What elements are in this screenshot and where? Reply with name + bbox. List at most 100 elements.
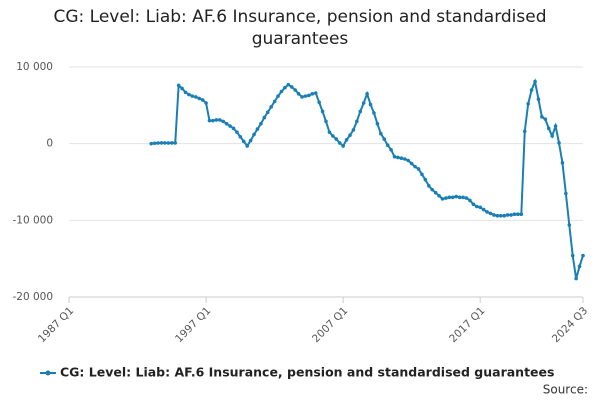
point bbox=[427, 184, 431, 188]
point bbox=[320, 109, 325, 114]
point bbox=[279, 89, 284, 94]
point bbox=[495, 213, 500, 218]
point bbox=[238, 134, 243, 139]
point bbox=[176, 83, 181, 88]
point bbox=[152, 141, 157, 146]
point bbox=[396, 155, 400, 160]
point bbox=[478, 205, 483, 210]
point bbox=[187, 92, 191, 97]
point bbox=[389, 148, 393, 152]
point bbox=[190, 94, 195, 98]
point bbox=[200, 98, 205, 102]
point bbox=[454, 194, 459, 199]
point bbox=[471, 202, 476, 207]
y-tick-label: -20 000 bbox=[12, 291, 53, 303]
point bbox=[570, 253, 575, 258]
point bbox=[228, 124, 232, 128]
point bbox=[272, 99, 277, 104]
point bbox=[474, 204, 479, 209]
point bbox=[303, 94, 308, 98]
point bbox=[385, 143, 390, 147]
point bbox=[327, 130, 332, 134]
point bbox=[204, 101, 208, 105]
point bbox=[361, 101, 366, 105]
point bbox=[313, 91, 318, 95]
chart-title: CG: Level: Liab: AF.6 Insurance, pension… bbox=[53, 7, 547, 49]
point bbox=[553, 124, 558, 128]
point bbox=[334, 137, 339, 141]
point bbox=[331, 134, 335, 138]
x-tick-label: 2017 Q1 bbox=[447, 305, 487, 345]
point bbox=[296, 92, 301, 96]
point bbox=[156, 141, 160, 145]
point bbox=[197, 96, 202, 101]
point bbox=[550, 134, 554, 138]
point bbox=[416, 167, 421, 171]
point bbox=[502, 213, 506, 218]
point bbox=[560, 161, 565, 165]
point bbox=[413, 164, 417, 169]
point bbox=[464, 196, 469, 200]
point bbox=[265, 110, 270, 115]
legend-text: CG: Level: Liab: AF.6 Insurance, pension… bbox=[60, 365, 554, 380]
series-line bbox=[151, 78, 584, 279]
point bbox=[529, 88, 534, 92]
point bbox=[358, 109, 363, 114]
point bbox=[283, 85, 287, 90]
point bbox=[207, 118, 212, 123]
point bbox=[348, 133, 352, 138]
point bbox=[214, 118, 219, 122]
point bbox=[252, 132, 256, 137]
point bbox=[344, 138, 349, 142]
legend-marker bbox=[45, 370, 51, 376]
x-tick-label: 1987 Q1 bbox=[36, 305, 76, 345]
point bbox=[289, 85, 294, 89]
point bbox=[564, 191, 568, 196]
point bbox=[522, 129, 527, 134]
point bbox=[447, 195, 452, 200]
point bbox=[481, 207, 486, 212]
source: Source: bbox=[543, 383, 588, 397]
point bbox=[444, 196, 448, 200]
y-tick-label: -10 000 bbox=[12, 214, 53, 226]
x-tick-label: 2024 Q3 bbox=[550, 305, 590, 345]
point bbox=[235, 130, 239, 134]
point bbox=[173, 141, 178, 145]
point bbox=[567, 223, 572, 227]
point bbox=[368, 102, 373, 107]
point bbox=[498, 213, 503, 218]
point bbox=[170, 141, 174, 145]
x-tick-label: 2007 Q1 bbox=[310, 305, 350, 345]
point bbox=[221, 119, 225, 124]
point bbox=[286, 82, 291, 87]
point bbox=[488, 211, 493, 216]
point bbox=[533, 79, 537, 84]
point bbox=[457, 195, 462, 200]
point bbox=[372, 111, 376, 115]
point bbox=[293, 88, 297, 92]
point bbox=[430, 187, 435, 192]
point bbox=[536, 97, 541, 101]
y-tick-label: 10 000 bbox=[16, 61, 53, 73]
point bbox=[440, 197, 445, 201]
point bbox=[392, 154, 397, 159]
point bbox=[337, 141, 342, 145]
point bbox=[269, 105, 273, 109]
point bbox=[324, 119, 328, 124]
point bbox=[577, 264, 582, 269]
point bbox=[433, 190, 438, 195]
point bbox=[505, 213, 510, 217]
x-tick-label: 1997 Q1 bbox=[173, 305, 213, 345]
point bbox=[248, 138, 253, 143]
point bbox=[546, 126, 551, 131]
point bbox=[255, 127, 260, 131]
point bbox=[420, 172, 424, 177]
point bbox=[403, 157, 407, 161]
y-tick-label: 0 bbox=[46, 138, 53, 150]
point bbox=[557, 141, 561, 145]
point bbox=[526, 102, 530, 106]
point bbox=[450, 195, 455, 200]
point bbox=[231, 126, 236, 131]
